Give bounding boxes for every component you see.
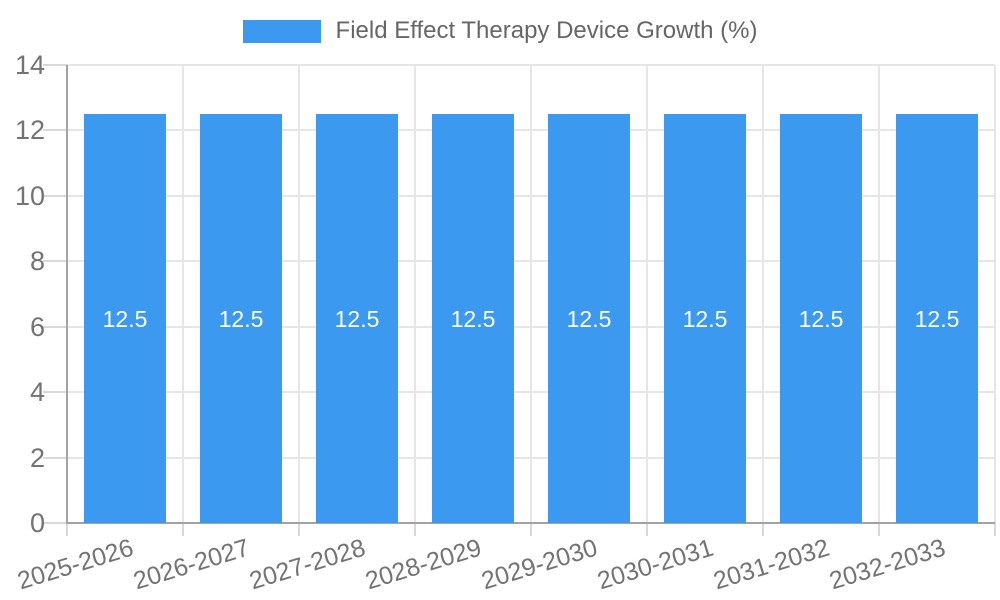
y-axis-tick-label: 0 (29, 508, 45, 538)
x-axis-tick-label: 2028-2029 (362, 533, 486, 596)
x-tick-mark (414, 523, 416, 536)
legend: Field Effect Therapy Device Growth (%) (0, 17, 1000, 45)
x-tick-mark (646, 523, 648, 536)
x-axis-tick-label: 2026-2027 (130, 533, 254, 596)
x-tick-mark (66, 523, 68, 536)
x-axis-tick-label: 2029-2030 (478, 533, 602, 596)
x-gridline (414, 65, 416, 523)
y-tick-mark (43, 260, 67, 263)
x-tick-mark (994, 523, 996, 536)
bar-value-label: 12.5 (450, 305, 496, 332)
x-axis-tick-label: 2027-2028 (246, 533, 370, 596)
bar (780, 114, 862, 523)
x-gridline (762, 65, 764, 523)
bar (548, 114, 630, 523)
x-tick-mark (298, 523, 300, 536)
y-axis-tick-label: 6 (29, 311, 45, 342)
bar-value-label: 12.5 (798, 305, 844, 332)
y-tick-mark (43, 456, 67, 459)
bar-value-label: 12.5 (914, 305, 960, 332)
y-axis-tick-label: 4 (29, 377, 45, 408)
x-tick-mark (878, 523, 880, 536)
y-axis-tick-label: 10 (14, 180, 45, 211)
bar (896, 114, 978, 523)
x-axis-tick-label: 2030-2031 (594, 533, 718, 596)
bar (84, 114, 166, 523)
x-axis-tick-label: 2031-2032 (710, 533, 834, 596)
y-tick-mark (43, 129, 67, 132)
y-axis-tick-label: 14 (14, 50, 45, 80)
y-tick-mark (43, 522, 67, 524)
x-tick-mark (182, 523, 184, 536)
x-tick-mark (762, 523, 764, 536)
bar-value-label: 12.5 (102, 305, 148, 332)
bar-value-label: 12.5 (566, 305, 612, 332)
bar (316, 114, 398, 523)
y-tick-mark (43, 391, 67, 394)
legend-swatch-icon (242, 19, 321, 43)
x-gridline (182, 65, 184, 523)
y-axis-tick-label: 2 (29, 442, 45, 473)
x-axis-tick-label: 2025-2026 (14, 533, 138, 596)
x-axis-tick-label: 2032-2033 (826, 533, 950, 596)
y-tick-mark (43, 325, 67, 328)
x-gridline (994, 65, 996, 523)
bar (200, 114, 282, 523)
bar-value-label: 12.5 (218, 305, 264, 332)
y-axis-line (66, 65, 68, 523)
plot-area: 12.5 12.5 12.5 12.5 12.5 12.5 12.5 12.5 0 2 4 6 8 10 1… (15, 50, 996, 595)
x-gridline (646, 65, 648, 523)
y-tick-mark (43, 64, 67, 66)
y-axis-tick-label: 12 (14, 115, 45, 146)
legend-label: Field Effect Therapy Device Growth (%) (335, 17, 758, 44)
x-tick-mark (530, 523, 532, 536)
x-gridline (530, 65, 532, 523)
x-axis-line (66, 522, 995, 524)
bar (664, 114, 746, 523)
bar-value-label: 12.5 (334, 305, 380, 332)
y-axis-tick-label: 8 (29, 246, 45, 277)
bar (432, 114, 514, 523)
bar-value-label: 12.5 (682, 305, 728, 332)
x-gridline (298, 65, 300, 523)
x-gridline (878, 65, 880, 523)
y-tick-mark (43, 194, 67, 197)
